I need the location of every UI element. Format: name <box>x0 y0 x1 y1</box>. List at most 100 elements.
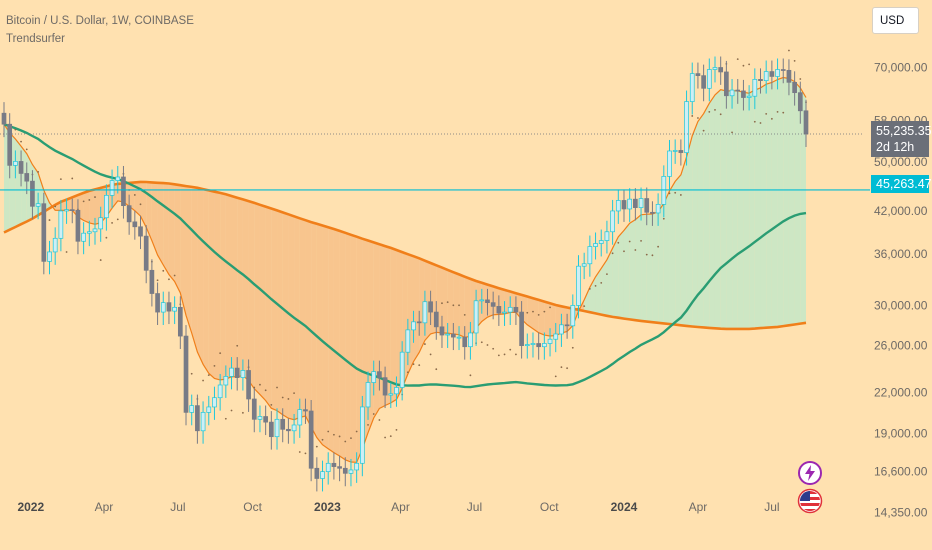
trend-fill-segment <box>527 296 533 329</box>
stop-dot <box>554 375 557 378</box>
symbol-title[interactable]: Bitcoin / U.S. Dollar, 1W, COINBASE <box>6 15 194 27</box>
time-tick-label: Oct <box>243 500 262 514</box>
stop-dot <box>116 218 119 221</box>
candle-down <box>485 299 490 304</box>
stop-dot <box>640 239 642 242</box>
candle-down <box>792 81 797 94</box>
candle-down <box>741 90 746 98</box>
stop-dot <box>788 49 790 52</box>
candle-down <box>138 226 143 237</box>
trend-fill-segment <box>21 146 27 225</box>
trend-fill-segment <box>663 190 670 325</box>
us-flag-icon[interactable] <box>797 488 823 514</box>
price-axis[interactable]: 70,000.0058,000.0050,000.0042,000.0036,0… <box>874 60 928 519</box>
stop-dot <box>441 302 443 305</box>
candle-up <box>115 176 121 181</box>
candle-down <box>126 205 132 223</box>
trend-fill-segment <box>248 201 255 389</box>
stop-dot <box>253 386 256 389</box>
stop-dot <box>446 301 449 304</box>
candle-down <box>451 333 456 338</box>
candle-up <box>405 329 411 353</box>
stop-dot <box>719 113 722 116</box>
trend-fill-segment <box>760 84 767 329</box>
stop-dot <box>435 368 438 371</box>
lightning-icon[interactable] <box>797 460 823 486</box>
stop-dot <box>770 117 773 120</box>
stop-dot <box>759 122 762 124</box>
trend-fill-segment <box>714 89 721 329</box>
candle-up <box>746 95 752 98</box>
stop-dot <box>190 372 193 375</box>
candle-up <box>667 150 672 177</box>
candle-down <box>7 123 13 166</box>
stop-dot <box>560 366 563 369</box>
trend-fill-segment <box>601 259 607 316</box>
stop-dot <box>338 435 341 438</box>
trend-fill-segment <box>709 94 715 329</box>
candle-up <box>58 210 64 239</box>
trend-fill-segment <box>652 211 659 323</box>
trend-fill-segment <box>95 187 101 225</box>
price-tick-label: 36,000.00 <box>874 247 928 261</box>
time-tick-label: Apr <box>95 500 114 514</box>
stop-dot <box>742 64 745 67</box>
trend-fill-segment <box>464 276 471 338</box>
stop-dot <box>571 346 574 349</box>
stop-dot <box>20 140 22 143</box>
trend-fill-segment <box>646 213 653 323</box>
candle-up <box>684 101 689 153</box>
candle-up <box>359 406 365 464</box>
time-tick-label: Jul <box>467 500 482 514</box>
trend-fill-segment <box>208 190 215 379</box>
candle-up <box>348 469 354 474</box>
candle-up <box>35 203 41 207</box>
candle-down <box>496 306 502 314</box>
candles <box>1 56 809 492</box>
candle-down <box>337 466 342 469</box>
stop-dot <box>594 284 597 287</box>
stop-dot <box>486 344 489 346</box>
trend-fill-segment <box>413 256 420 362</box>
candle-up <box>52 237 58 253</box>
stop-dot <box>99 259 102 261</box>
stop-dot <box>679 194 682 196</box>
trend-fill-segment <box>544 301 551 336</box>
price-tick-label: 70,000.00 <box>874 60 928 74</box>
stop-dot <box>549 306 551 309</box>
trend-fill-segment <box>453 272 460 335</box>
currency-button[interactable]: USD <box>872 7 919 34</box>
candle-down <box>183 335 189 413</box>
candle-down <box>564 324 570 327</box>
trend-fill-segment <box>328 227 334 453</box>
stop-dot <box>480 341 483 344</box>
level-price-tag[interactable]: 45,263.47 <box>871 175 932 193</box>
price-tick-label: 42,000.00 <box>874 204 928 218</box>
trend-fill-segment <box>550 303 556 336</box>
stop-dot <box>537 313 540 316</box>
time-tick-label: Oct <box>540 500 559 514</box>
stop-dot <box>452 304 455 307</box>
stop-dot <box>509 348 512 351</box>
candle-down <box>132 221 138 228</box>
candle-down <box>377 371 382 378</box>
stop-dot <box>714 108 716 111</box>
candle-up <box>229 367 234 377</box>
candle-up <box>200 412 206 432</box>
trend-fill-segment <box>89 189 96 225</box>
candle-up <box>411 321 416 331</box>
trend-fill-segment <box>623 223 630 320</box>
candle-down <box>314 467 320 479</box>
indicator-title[interactable]: Trendsurfer <box>6 33 66 45</box>
stop-dot <box>588 288 591 290</box>
candle-down <box>621 200 627 210</box>
price-tick-label: 30,000.00 <box>874 298 928 312</box>
candle-up <box>297 409 303 426</box>
stop-dot <box>213 364 216 367</box>
trend-fill-segment <box>441 267 448 334</box>
trend-fill-segment <box>311 222 317 438</box>
time-axis[interactable]: 2022 Apr Jul Oct 2023 Apr Jul Oct 2024 Apr Jul <box>17 500 779 514</box>
candle-up <box>354 462 359 471</box>
trend-fill-segment <box>350 234 357 463</box>
